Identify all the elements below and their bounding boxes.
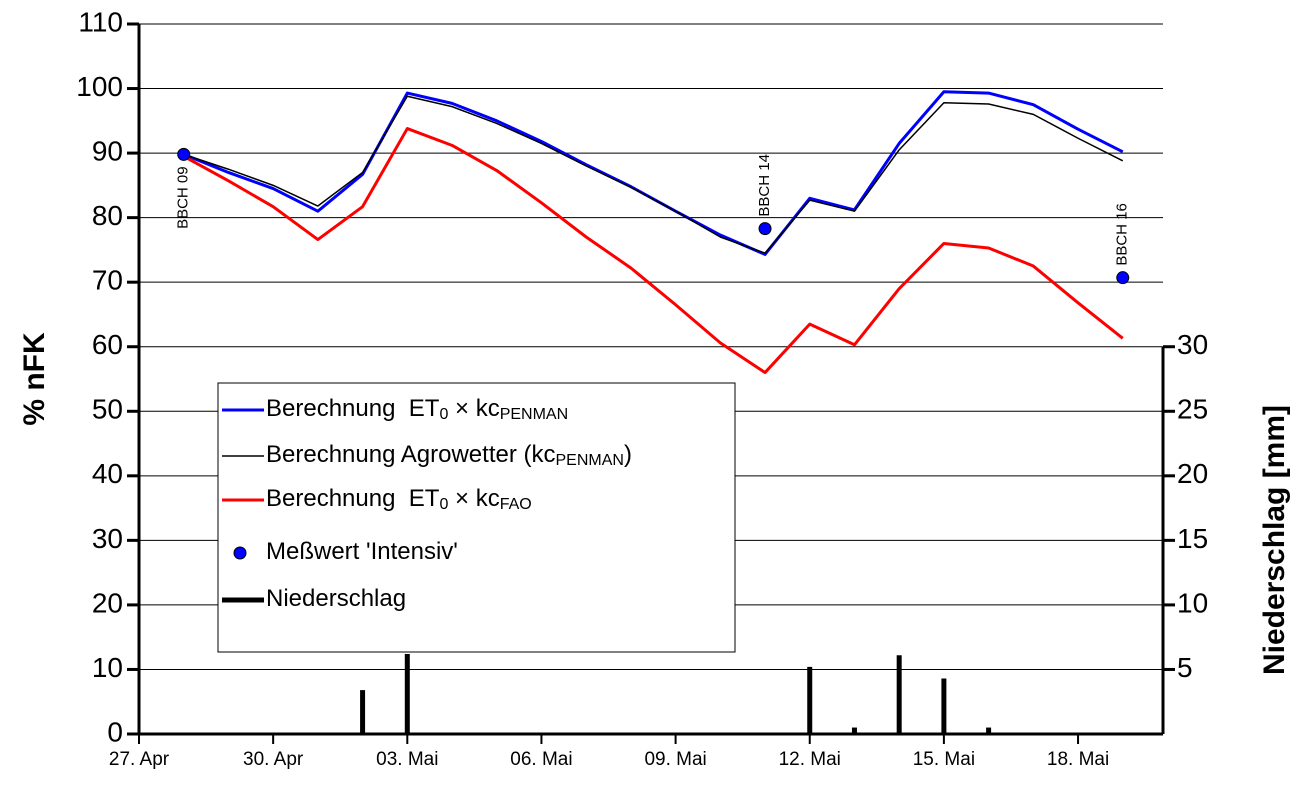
legend-label-part: Meßwert 'Intensiv' — [266, 538, 458, 565]
precipitation-bar — [360, 690, 366, 734]
series-line — [182, 127, 1124, 375]
measurement-point — [177, 147, 191, 161]
legend-label-part: Berechnung ET — [266, 395, 440, 422]
y-axis-title: % nFK — [18, 332, 51, 426]
y-tick-label: 50 — [92, 394, 123, 425]
x-tick-label: 12. Mai — [779, 749, 841, 770]
y2-tick-label: 5 — [1177, 652, 1193, 683]
legend-label: Meßwert 'Intensiv' — [266, 538, 458, 565]
precipitation-bar — [896, 655, 902, 734]
legend-label-part: Berechnung ET — [266, 485, 440, 512]
annotation: BBCH 16 — [1114, 203, 1131, 266]
y-tick-label: 90 — [92, 135, 123, 166]
y2-tick-label: 15 — [1177, 523, 1208, 554]
annotation: BBCH 14 — [756, 154, 773, 217]
precipitation-bar — [941, 678, 947, 734]
legend-label-part: × kc — [448, 485, 499, 512]
y-tick-label: 100 — [76, 71, 123, 102]
y-tick-label: 60 — [92, 329, 123, 360]
y-tick-label: 40 — [92, 458, 123, 489]
precipitation-bar — [1030, 732, 1036, 734]
x-tick-label: 27. Apr — [109, 749, 170, 770]
measurement-point — [758, 222, 772, 236]
series-line — [183, 95, 1124, 254]
annotation: BBCH 09 — [175, 166, 192, 229]
x-tick-label: 30. Apr — [243, 749, 304, 770]
y2-tick-label: 20 — [1177, 458, 1208, 489]
y-tick-label: 20 — [92, 587, 123, 618]
y-tick-label: 110 — [78, 6, 123, 37]
y-tick-label: 70 — [92, 265, 123, 296]
legend-label: Niederschlag — [266, 585, 406, 612]
legend-label-part: 0 — [439, 496, 448, 513]
measurement-point — [1116, 271, 1130, 285]
precipitation-bar — [851, 727, 857, 734]
legend-label: Berechnung Agrowetter (kcPENMAN) — [266, 441, 632, 469]
legend-label-part: 0 — [439, 406, 448, 423]
legend-box — [217, 382, 736, 653]
x-tick-label: 06. Mai — [510, 749, 572, 770]
legend-label: Berechnung ET0 × kcPENMAN — [266, 395, 568, 423]
precipitation-bar — [404, 653, 410, 734]
y2-axis-title: Niederschlag [mm] — [1258, 405, 1291, 675]
precipitation-bar — [986, 727, 992, 734]
series-line — [183, 90, 1124, 256]
x-tick-label: 03. Mai — [376, 749, 438, 770]
precipitation-bar — [807, 666, 813, 734]
legend-label: Berechnung ET0 × kcFAO — [266, 485, 532, 513]
y-tick-label: 80 — [92, 200, 123, 231]
y2-tick-label: 30 — [1177, 329, 1208, 360]
legend-label-part: FAO — [500, 496, 532, 513]
legend-label-part: × kc — [448, 395, 499, 422]
x-tick-label: 15. Mai — [913, 749, 975, 770]
y2-tick-label: 10 — [1177, 587, 1208, 618]
legend-label-part: PENMAN — [500, 406, 568, 423]
legend-marker — [233, 546, 247, 560]
legend-label-part: PENMAN — [556, 452, 624, 469]
x-tick-label: 18. Mai — [1047, 749, 1109, 770]
y-tick-label: 10 — [92, 652, 123, 683]
y-tick-label: 30 — [92, 523, 123, 554]
y-tick-label: 0 — [107, 716, 123, 747]
x-tick-label: 09. Mai — [644, 749, 706, 770]
legend-label-part: Berechnung Agrowetter (kc — [266, 441, 556, 468]
legend-label-part: Niederschlag — [266, 585, 406, 612]
legend-label-part: ) — [624, 441, 632, 468]
y2-tick-label: 25 — [1177, 394, 1208, 425]
